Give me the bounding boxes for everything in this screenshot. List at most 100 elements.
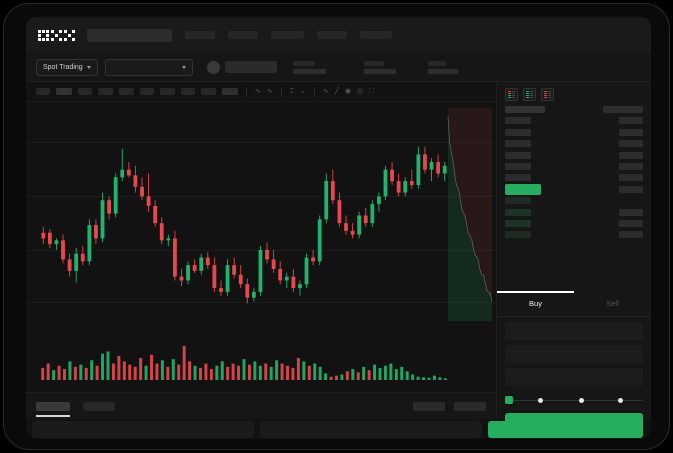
trading-pair-dropdown[interactable] <box>104 58 193 76</box>
depth-asks-icon[interactable] <box>541 88 554 101</box>
market-type-dropdown[interactable]: Spot Trading <box>36 58 98 76</box>
order-book-ask-row[interactable] <box>505 128 643 137</box>
depth-view-modes <box>497 82 651 105</box>
device-frame: Spot Trading ∿ <box>3 3 670 450</box>
buy-sell-tabs: Buy Sell <box>497 291 651 317</box>
stat-value <box>292 68 326 74</box>
chart-type-icon[interactable]: ⌄ <box>299 88 306 95</box>
compare-icon[interactable]: ∿ <box>266 88 273 95</box>
last-price-display <box>224 61 277 73</box>
stat-value <box>363 68 396 74</box>
stat-value <box>427 68 458 74</box>
order-book-panel: Buy Sell <box>496 82 651 432</box>
bottom-action-1[interactable] <box>413 401 445 411</box>
active-tab-indicator <box>36 415 70 417</box>
top-header <box>26 17 651 53</box>
stat-block-1 <box>292 60 326 74</box>
orders-tab-bar <box>26 392 496 419</box>
depth-both-icon[interactable] <box>505 88 518 101</box>
order-book-rows[interactable] <box>497 105 651 287</box>
timeframe-1w[interactable] <box>181 88 195 95</box>
toolbar-divider <box>246 86 247 97</box>
tab-sell-label: Sell <box>606 299 619 308</box>
candles-layer <box>41 146 447 304</box>
grid-line <box>26 196 496 197</box>
logo-letter-k <box>51 29 62 41</box>
device-screen: Spot Trading ∿ <box>26 17 651 439</box>
market-sub-header: Spot Trading <box>26 53 651 82</box>
slider-handle[interactable] <box>505 396 513 404</box>
order-book-ask-row[interactable] <box>505 162 643 171</box>
toolbar-divider <box>313 86 315 97</box>
tab-sell[interactable]: Sell <box>574 291 651 316</box>
nav-item-trade[interactable] <box>185 31 215 39</box>
timeframe-1M[interactable] <box>201 88 216 95</box>
stat-block-2 <box>363 60 396 74</box>
submit-order-button[interactable] <box>505 413 643 432</box>
bottom-action-2[interactable] <box>454 401 486 411</box>
tab-buy-label: Buy <box>529 299 542 308</box>
logo-letter-x <box>64 29 75 41</box>
okx-logo[interactable] <box>38 29 75 41</box>
chevron-down-icon <box>86 65 91 69</box>
slider-track <box>505 399 643 401</box>
drawing-icon[interactable]: ╱ <box>334 88 339 95</box>
snapshot-icon[interactable]: ◉ <box>344 88 352 95</box>
toolbar-divider <box>280 86 282 97</box>
timeframe-1d[interactable] <box>160 88 175 95</box>
coin-avatar <box>206 60 220 74</box>
nav-item-earn[interactable] <box>271 31 304 39</box>
tab-buy[interactable]: Buy <box>497 291 574 316</box>
volume-histogram <box>26 327 496 392</box>
bottom-panel-left[interactable] <box>32 421 254 438</box>
timeframe-1m[interactable] <box>36 88 50 95</box>
order-book-ask-row[interactable] <box>505 151 643 160</box>
order-book-bid-row[interactable] <box>505 219 643 228</box>
logo-letter-o <box>38 29 49 41</box>
nav-item-more[interactable] <box>317 31 347 39</box>
fullscreen-icon[interactable]: ⛶ <box>369 88 375 95</box>
order-book-header-row <box>505 105 643 114</box>
order-book-last-price-row <box>505 183 643 195</box>
tab-order-history[interactable] <box>83 401 115 411</box>
settings-icon[interactable]: ◎ <box>357 88 364 95</box>
bottom-panel-right[interactable] <box>260 421 482 438</box>
tab-open-orders[interactable] <box>36 401 70 417</box>
timeframe-1h[interactable] <box>119 88 134 95</box>
timeframe-4h[interactable] <box>140 88 154 95</box>
market-depth-overlay <box>447 108 493 321</box>
search-input[interactable] <box>87 28 172 42</box>
grid-line <box>26 302 496 303</box>
nav-item-account[interactable] <box>360 31 392 39</box>
grid-line <box>26 142 496 143</box>
order-book-bid-row[interactable] <box>505 230 643 239</box>
candlestick-chart[interactable] <box>26 102 496 327</box>
line-chart-icon[interactable]: ∿ <box>322 88 329 95</box>
amount-slider[interactable] <box>505 395 643 405</box>
candle-style-icon[interactable]: ⌶ <box>289 88 294 95</box>
timeframe-more[interactable] <box>222 88 238 95</box>
order-book-bid-row[interactable] <box>505 196 643 205</box>
order-book-ask-row[interactable] <box>505 173 643 182</box>
stat-label <box>363 60 384 66</box>
timeframe-15m[interactable] <box>78 88 92 95</box>
timeframe-5m[interactable] <box>56 88 72 95</box>
stat-label <box>292 60 315 66</box>
slider-dot-25[interactable] <box>538 397 543 403</box>
chart-toolbar: ∿ ∿ ⌶ ⌄ ∿ ╱ ◉ ◎ ⛶ <box>26 82 496 102</box>
stat-label <box>427 60 446 66</box>
depth-bids-icon[interactable] <box>523 88 536 101</box>
order-book-ask-row[interactable] <box>505 139 643 148</box>
order-total-field[interactable] <box>505 368 643 386</box>
indicator-icon[interactable]: ∿ <box>255 88 261 95</box>
chevron-down-icon <box>181 65 186 69</box>
order-amount-field[interactable] <box>505 345 643 363</box>
timeframe-30m[interactable] <box>98 88 113 95</box>
nav-item-markets[interactable] <box>228 31 258 39</box>
slider-dot-50[interactable] <box>579 397 584 403</box>
market-type-label: Spot Trading <box>43 63 83 71</box>
slider-dot-75[interactable] <box>618 397 623 403</box>
order-book-ask-row[interactable] <box>505 116 643 125</box>
order-price-field[interactable] <box>505 322 643 340</box>
order-book-bid-row[interactable] <box>505 208 643 217</box>
